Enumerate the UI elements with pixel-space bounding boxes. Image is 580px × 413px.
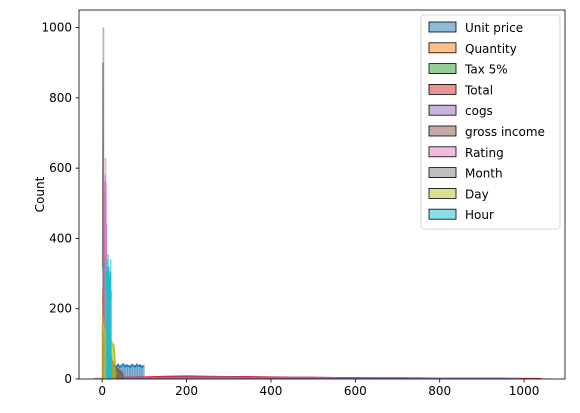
legend-item: gross income [428,125,545,139]
y-tick-label: 600 [49,161,72,175]
x-tick-label: 200 [175,384,198,398]
y-tick-label: 200 [49,302,72,316]
legend-label: Day [465,187,489,201]
legend-swatch [428,187,457,199]
legend-swatch [428,146,457,158]
legend-label: gross income [465,125,545,139]
legend-label: Unit price [465,21,523,35]
x-tick-label: 400 [260,384,283,398]
legend-swatch [428,21,457,33]
legend-item: Month [428,167,503,181]
axes: 0 200 400 600 800 1000 0 200 400 600 800 1000 [41,9,566,398]
legend-label: cogs [465,104,493,118]
series-hour [105,254,112,379]
x-tick-label: 0 [98,384,106,398]
legend-label: Tax 5% [464,63,508,77]
kde-line [105,266,112,301]
legend-swatch [428,208,457,220]
legend-label: Total [464,83,493,97]
axes-frame [78,9,566,380]
kde-line [103,180,108,285]
x-tick-label: 600 [344,384,367,398]
legend-item: Unit price [428,21,523,35]
x-tick-label: 1000 [509,384,540,398]
legend-item: Day [428,187,489,201]
legend-swatch [428,167,457,179]
kde-line [101,62,105,270]
legend-swatch [428,125,457,137]
bar [142,364,145,379]
legend-item: Tax 5% [428,63,508,77]
bar [110,290,112,379]
y-tick-label: 800 [49,91,72,105]
kde-line [114,376,520,379]
legend-swatch [428,104,457,116]
legend-item: Rating [428,146,504,160]
y-axis-label: Count [33,176,47,212]
legend-swatch [428,63,457,74]
y-tick-label: 400 [49,231,72,245]
x-tick-label: 800 [428,384,451,398]
legend-item: Total [428,83,493,97]
legend-swatch [428,84,457,95]
bar [114,361,117,379]
legend-item: cogs [428,104,493,118]
y-tick-label: 0 [64,372,72,386]
y-tick-label: 1000 [41,21,72,35]
legend-item: Hour [428,208,494,222]
legend-label: Hour [465,208,494,222]
legend: Unit price Quantity Tax 5% Total cogs gross i… [420,14,561,230]
legend-label: Rating [465,146,504,160]
legend-label: Quantity [465,42,517,56]
legend-label: Month [465,167,503,181]
legend-swatch [428,42,457,54]
legend-item: Quantity [428,42,517,56]
